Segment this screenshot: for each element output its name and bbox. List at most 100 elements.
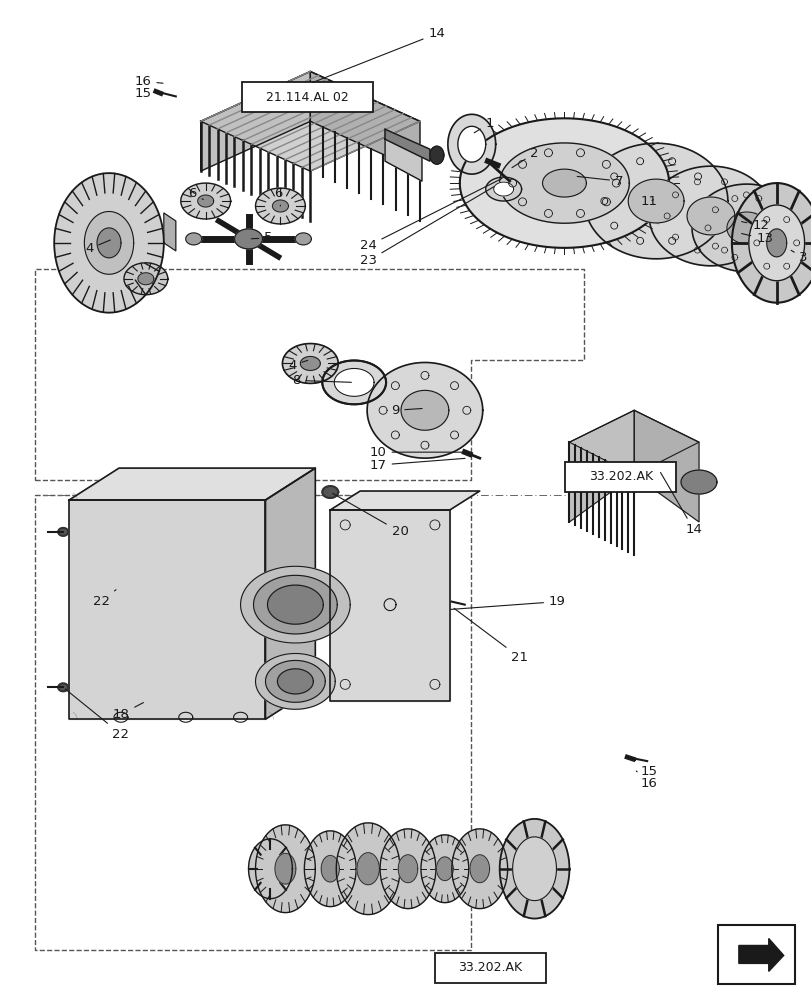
Polygon shape (58, 528, 68, 536)
Polygon shape (69, 468, 315, 500)
Text: 13: 13 (740, 232, 772, 245)
Text: 21.114.AL 02: 21.114.AL 02 (265, 91, 348, 104)
Polygon shape (367, 362, 483, 458)
Polygon shape (69, 500, 265, 719)
FancyBboxPatch shape (564, 462, 676, 492)
Text: 6: 6 (274, 187, 282, 206)
Text: 19: 19 (450, 595, 565, 609)
Polygon shape (330, 491, 479, 510)
Text: 22: 22 (92, 590, 116, 608)
Polygon shape (282, 344, 338, 383)
Polygon shape (628, 179, 683, 223)
Polygon shape (321, 855, 339, 882)
Text: 1: 1 (474, 117, 493, 133)
Polygon shape (300, 356, 320, 370)
Text: 2: 2 (512, 147, 539, 168)
Polygon shape (124, 263, 168, 295)
Text: 33.202.AK: 33.202.AK (457, 961, 521, 974)
Polygon shape (584, 143, 727, 259)
Polygon shape (512, 837, 556, 901)
Polygon shape (493, 182, 513, 196)
Polygon shape (731, 183, 811, 303)
FancyBboxPatch shape (717, 925, 794, 984)
Polygon shape (310, 71, 419, 171)
Polygon shape (240, 566, 350, 643)
Text: 15: 15 (135, 87, 159, 100)
Polygon shape (384, 129, 429, 161)
Polygon shape (164, 213, 175, 251)
Polygon shape (253, 575, 337, 634)
Polygon shape (569, 410, 633, 522)
Text: 3: 3 (790, 250, 807, 264)
Text: 8: 8 (292, 374, 351, 387)
Polygon shape (470, 855, 489, 883)
FancyBboxPatch shape (434, 953, 545, 983)
Text: 11: 11 (640, 195, 657, 208)
Polygon shape (485, 177, 521, 201)
Polygon shape (295, 233, 311, 245)
Polygon shape (691, 184, 800, 272)
Polygon shape (272, 200, 288, 212)
Polygon shape (275, 853, 295, 884)
Text: 5: 5 (251, 231, 272, 244)
Text: 4: 4 (85, 240, 110, 255)
Polygon shape (277, 669, 313, 694)
Polygon shape (457, 126, 485, 162)
Polygon shape (459, 118, 668, 248)
Polygon shape (54, 173, 164, 313)
Text: 7: 7 (577, 175, 623, 188)
Polygon shape (686, 197, 734, 235)
Text: 6: 6 (188, 187, 203, 200)
Polygon shape (680, 470, 716, 494)
Polygon shape (357, 853, 379, 885)
Polygon shape (766, 229, 786, 257)
Text: 16: 16 (135, 75, 163, 88)
Polygon shape (97, 228, 121, 258)
Polygon shape (451, 829, 507, 909)
Text: 4: 4 (288, 359, 307, 372)
Polygon shape (265, 660, 325, 702)
Polygon shape (304, 831, 356, 907)
Polygon shape (322, 486, 338, 498)
Text: 33.202.AK: 33.202.AK (588, 470, 652, 483)
Polygon shape (334, 368, 374, 396)
Text: 15: 15 (633, 759, 657, 778)
Polygon shape (726, 212, 766, 244)
Text: 21: 21 (453, 608, 527, 664)
Polygon shape (255, 825, 315, 913)
Text: 14: 14 (659, 473, 702, 536)
Polygon shape (255, 188, 305, 224)
Polygon shape (200, 71, 310, 171)
Polygon shape (322, 360, 385, 404)
Text: 16: 16 (636, 771, 657, 790)
Polygon shape (248, 839, 292, 899)
Text: 14: 14 (312, 27, 444, 82)
Text: 23: 23 (359, 186, 494, 267)
Polygon shape (499, 143, 629, 223)
FancyBboxPatch shape (241, 82, 372, 112)
Text: 18: 18 (113, 703, 144, 721)
Polygon shape (748, 205, 804, 281)
Polygon shape (384, 129, 422, 181)
Polygon shape (380, 829, 436, 909)
Text: 10: 10 (369, 446, 461, 459)
Polygon shape (197, 195, 213, 207)
Polygon shape (420, 835, 468, 903)
Polygon shape (499, 819, 569, 919)
Polygon shape (448, 114, 495, 174)
Polygon shape (648, 166, 772, 266)
Text: 24: 24 (359, 178, 501, 252)
Polygon shape (234, 229, 262, 249)
Polygon shape (542, 169, 586, 197)
Polygon shape (255, 653, 335, 709)
Polygon shape (265, 468, 315, 719)
Polygon shape (181, 183, 230, 219)
Polygon shape (401, 390, 448, 430)
Polygon shape (436, 857, 453, 881)
Polygon shape (336, 823, 400, 915)
Polygon shape (397, 855, 417, 883)
Polygon shape (569, 410, 698, 475)
Text: 9: 9 (390, 404, 422, 417)
Polygon shape (58, 683, 68, 691)
Polygon shape (200, 71, 419, 171)
